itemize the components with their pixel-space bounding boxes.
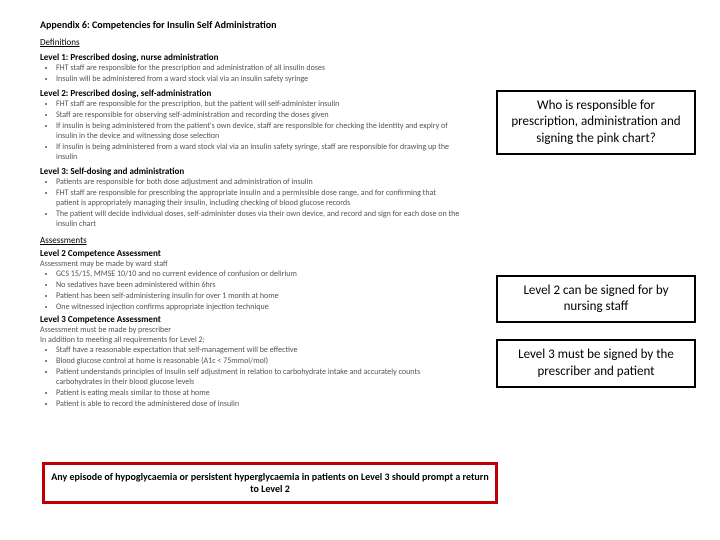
list-item: The patient will decide individual doses…	[56, 209, 460, 229]
l2-assessment-heading: Level 2 Competence Assessment	[40, 248, 460, 259]
list-item: No sedatives have been administered with…	[56, 280, 460, 290]
callout-responsibility: Who is responsible for prescription, adm…	[496, 90, 696, 155]
document-body: Appendix 6: Competencies for Insulin Sel…	[40, 18, 460, 410]
list-item: If insulin is being administered from th…	[56, 121, 460, 141]
list-item: If insulin is being administered from a …	[56, 142, 460, 162]
list-item: Patient understands principles of insuli…	[56, 367, 460, 387]
appendix-title: Appendix 6: Competencies for Insulin Sel…	[40, 18, 460, 31]
callout-level3: Level 3 must be signed by the prescriber…	[496, 339, 696, 388]
l3-assessment-sub1: Assessment must be made by prescriber	[40, 325, 460, 335]
spacer	[496, 323, 696, 339]
list-item: Patient is eating meals similar to those…	[56, 388, 460, 398]
list-item: Patient is able to record the administer…	[56, 399, 460, 409]
list-item: Patients are responsible for both dose a…	[56, 177, 460, 187]
spacer	[496, 155, 696, 275]
l3-assessment-sub2: In addition to meeting all requirements …	[40, 335, 460, 345]
list-item: Staff are responsible for observing self…	[56, 110, 460, 120]
callout-level2: Level 2 can be signed for by nursing sta…	[496, 275, 696, 324]
warning-box: Any episode of hypoglycaemia or persiste…	[42, 462, 498, 504]
list-item: Insulin will be administered from a ward…	[56, 74, 460, 84]
list-item: FHT staff are responsible for prescribin…	[56, 188, 460, 208]
list-item: Blood glucose control at home is reasona…	[56, 356, 460, 366]
list-item: Staff have a reasonable expectation that…	[56, 345, 460, 355]
level3-bullets: Patients are responsible for both dose a…	[56, 177, 460, 229]
level2-heading: Level 2: Prescribed dosing, self-adminis…	[40, 88, 460, 99]
list-item: Patient has been self-administering insu…	[56, 291, 460, 301]
assessments-heading: Assessments	[40, 235, 460, 246]
warning-text: Any episode of hypoglycaemia or persiste…	[49, 471, 491, 495]
l3-assessment-heading: Level 3 Competence Assessment	[40, 314, 460, 325]
level2-bullets: FHT staff are responsible for the prescr…	[56, 99, 460, 162]
callout-column: Who is responsible for prescription, adm…	[496, 90, 696, 388]
level1-bullets: FHT staff are responsible for the prescr…	[56, 63, 460, 84]
l2-assessment-bullets: GCS 15/15, MMSE 10/10 and no current evi…	[56, 269, 460, 312]
definitions-heading: Definitions	[40, 37, 460, 48]
list-item: One witnessed injection confirms appropr…	[56, 302, 460, 312]
list-item: GCS 15/15, MMSE 10/10 and no current evi…	[56, 269, 460, 279]
level1-heading: Level 1: Prescribed dosing, nurse admini…	[40, 52, 460, 63]
l3-assessment-bullets: Staff have a reasonable expectation that…	[56, 345, 460, 409]
list-item: FHT staff are responsible for the prescr…	[56, 63, 460, 73]
list-item: FHT staff are responsible for the prescr…	[56, 99, 460, 109]
level3-heading: Level 3: Self-dosing and administration	[40, 166, 460, 177]
l2-assessment-sub: Assessment may be made by ward staff	[40, 259, 460, 269]
